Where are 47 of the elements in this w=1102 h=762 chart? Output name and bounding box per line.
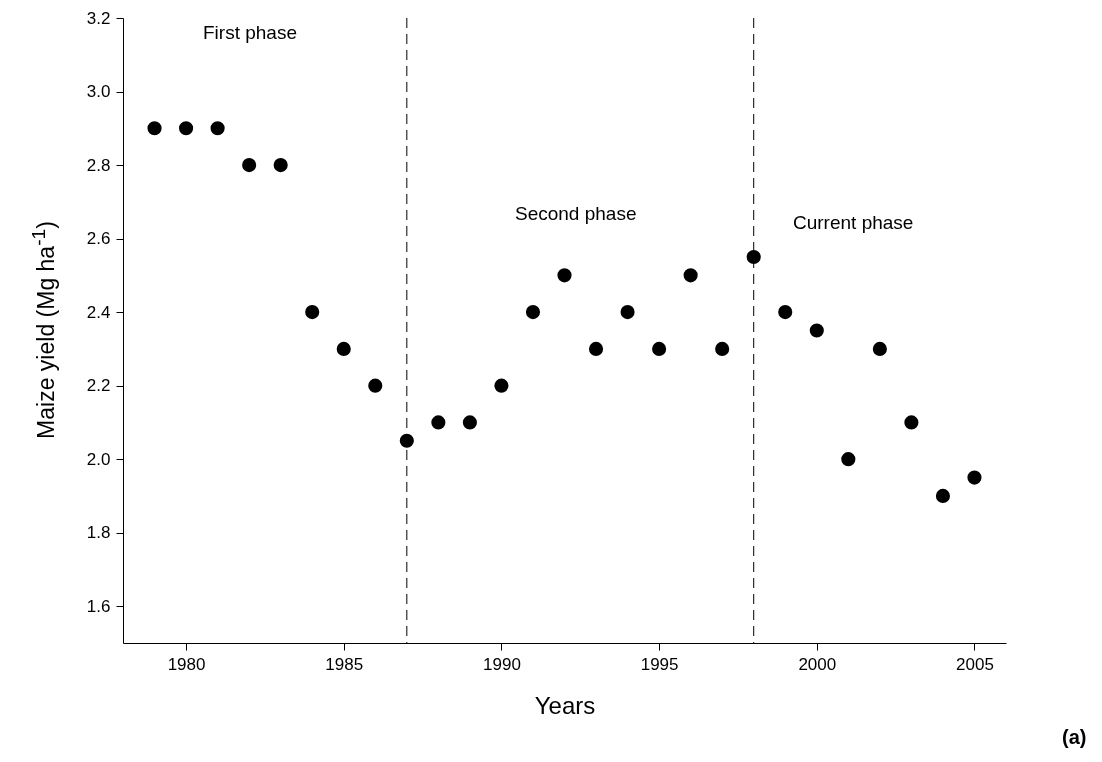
point — [336, 341, 351, 356]
point — [841, 452, 856, 467]
point — [746, 249, 761, 265]
x-tick-label: 1990 — [483, 654, 521, 674]
point — [179, 121, 194, 136]
point — [778, 305, 793, 320]
point — [431, 415, 446, 430]
point — [872, 341, 887, 356]
y-tick-label: 3.2 — [86, 8, 111, 28]
y-tick-label: 1.6 — [86, 596, 111, 616]
point — [652, 341, 667, 356]
x-tick-label: 2000 — [798, 654, 837, 674]
y-tick-label: 1.8 — [86, 523, 111, 543]
text: (a) — [1062, 726, 1087, 749]
y-tick-label: 2.4 — [86, 302, 111, 322]
point — [462, 415, 477, 430]
x-tick-label: 1995 — [640, 654, 679, 674]
point — [715, 341, 730, 356]
point — [399, 433, 414, 448]
x-tick-label: 1980 — [167, 654, 206, 674]
point — [588, 341, 604, 356]
point — [904, 415, 919, 430]
point — [305, 305, 320, 320]
point — [809, 323, 824, 338]
x-tick-label: 1985 — [325, 654, 364, 674]
point — [273, 158, 288, 173]
point — [147, 121, 162, 136]
x-tick-label: 2005 — [956, 654, 994, 674]
y-tick-label: 2.8 — [86, 155, 111, 175]
annotation: First phase — [203, 22, 297, 44]
point — [967, 470, 982, 485]
point — [494, 378, 509, 393]
point — [683, 268, 698, 283]
point — [557, 268, 572, 283]
point — [368, 378, 383, 393]
y-tick-label: 2.0 — [86, 449, 111, 469]
point — [935, 488, 950, 503]
y-tick-label: 3.0 — [86, 82, 111, 102]
point — [210, 121, 225, 136]
x-axis-title: Years — [534, 691, 596, 719]
point — [620, 305, 635, 320]
annotation: Second phase — [515, 203, 637, 225]
y-tick-label: 2.6 — [86, 229, 111, 249]
annotation: Current phase — [793, 212, 914, 234]
point — [242, 158, 257, 173]
y-tick-label: 2.2 — [86, 376, 111, 396]
point — [525, 305, 541, 320]
